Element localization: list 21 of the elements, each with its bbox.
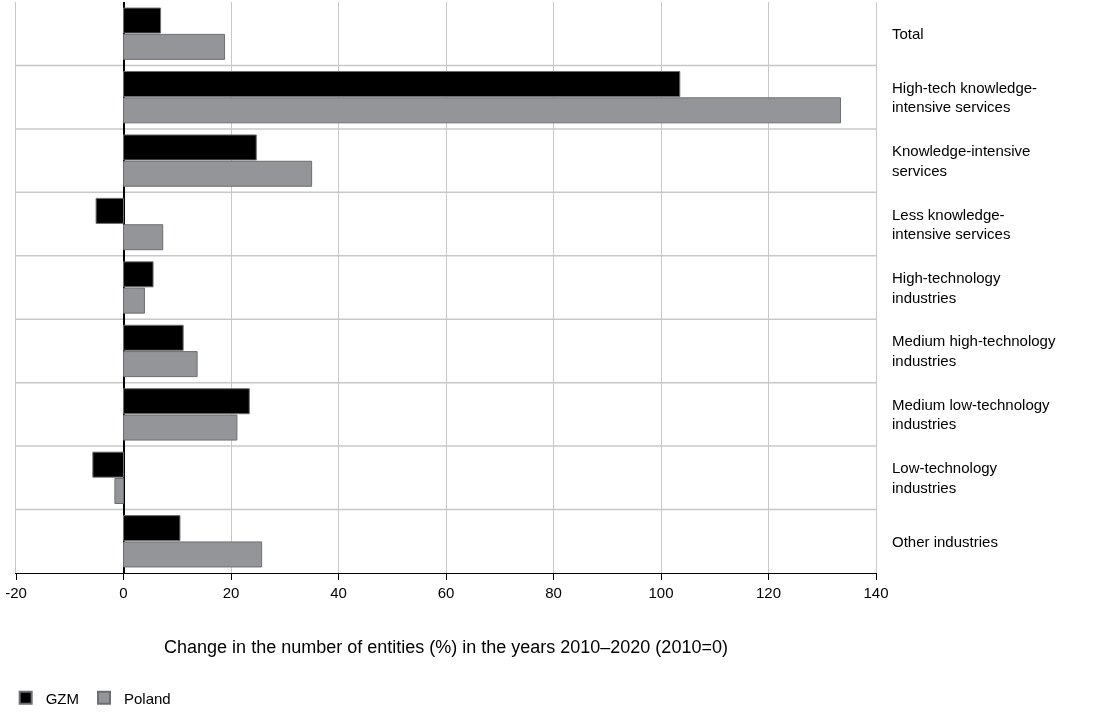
legend-label: Poland [124,689,171,707]
y-tick-label: High-technology industries [892,269,1001,306]
x-tick-label: 80 [545,584,562,601]
y-tick-label: Knowledge-intensive services [892,142,1031,179]
x-tick-label: 20 [222,584,240,601]
y-tick-label: Less knowledge-intensive services [892,205,1011,243]
y-tick-label: Total [892,24,924,42]
x-tick-label: 0 [119,584,128,601]
x-tick-label: 140 [863,584,889,601]
x-tick-label: 120 [755,584,782,601]
y-tick-label: Other industries [892,532,998,550]
y-tick-label: Medium low-technology industries [892,395,1051,433]
y-tick-label: Medium high-technology industries [892,332,1056,369]
x-tick-label: 100 [648,584,674,601]
x-tick-label: -20 [5,584,27,601]
x-tick-label: 40 [330,584,347,601]
x-tick-label: 60 [437,584,455,601]
legend-label: GZM [45,689,80,707]
x-axis-title: Change in the number of entities (%) in the years 2010–2020 (2010=0) [164,637,728,658]
y-tick-label: Low-technology industries [892,459,998,496]
y-tick-label: High-tech knowledge-intensive services [892,78,1038,116]
